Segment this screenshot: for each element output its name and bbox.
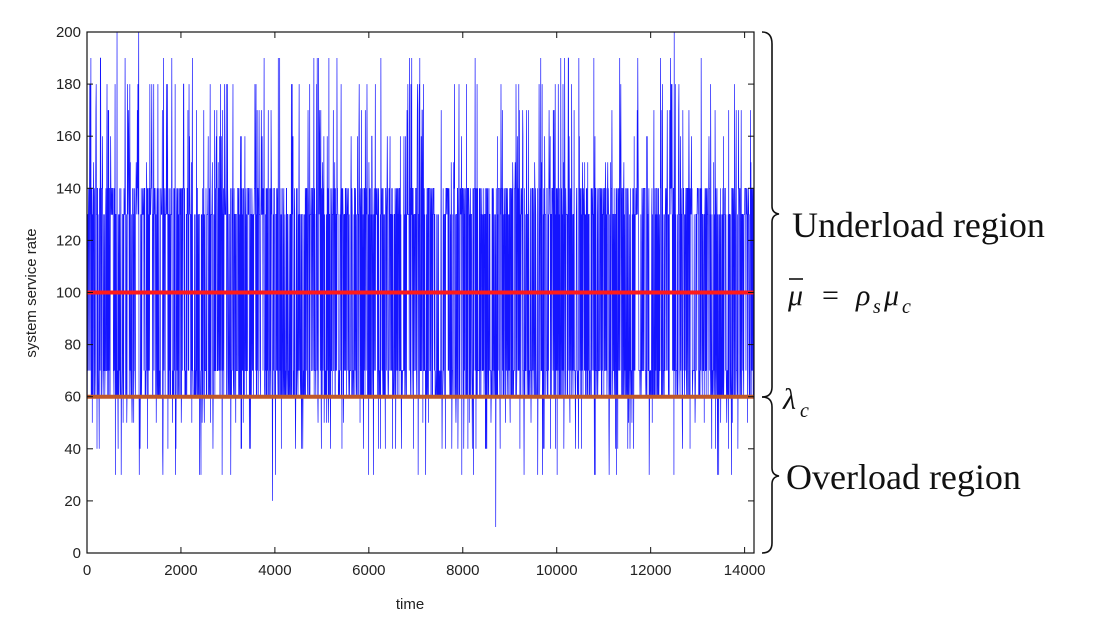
rho-subscript: s	[873, 296, 881, 318]
series-service-rate	[86, 31, 754, 527]
x-tick-label-5: 10000	[536, 562, 578, 579]
mu-c-subscript: c	[902, 296, 911, 318]
y-tick-label-8: 160	[56, 128, 81, 145]
underload-brace	[761, 31, 780, 398]
x-tick-label-3: 6000	[352, 562, 385, 579]
mu-symbol: μ	[787, 279, 803, 312]
y-tick-label-5: 100	[56, 285, 81, 302]
equals-sign: =	[822, 279, 839, 312]
y-tick-label-1: 20	[64, 493, 81, 510]
x-tick-label-1: 2000	[164, 562, 197, 579]
x-axis: 0 2000 4000 6000 8000 10000 12000 14000	[83, 32, 766, 579]
annotations: Underload region Overload region μ = ρ s…	[761, 31, 1045, 554]
x-axis-label: time	[396, 596, 424, 613]
underload-region-label: Underload region	[792, 205, 1045, 245]
y-tick-label-9: 180	[56, 76, 81, 93]
x-tick-label-6: 12000	[630, 562, 672, 579]
y-axis: 0 20 40 60 80 100 120 140 160 180 200	[56, 24, 754, 562]
y-tick-label-0: 0	[73, 545, 81, 562]
y-tick-label-2: 40	[64, 441, 81, 458]
y-tick-label-10: 200	[56, 24, 81, 41]
x-tick-label-0: 0	[83, 562, 91, 579]
y-tick-label-3: 60	[64, 389, 81, 406]
y-axis-label: system service rate	[23, 228, 40, 357]
arrival-rate-label: λ c	[782, 383, 809, 422]
rho-symbol: ρ	[855, 279, 870, 312]
y-tick-label-7: 140	[56, 180, 81, 197]
mean-service-rate-label: μ = ρ s μ c	[787, 278, 911, 318]
overload-region-label: Overload region	[786, 457, 1021, 497]
overload-brace	[761, 396, 780, 554]
x-tick-label-7: 14000	[724, 562, 766, 579]
x-tick-label-4: 8000	[446, 562, 479, 579]
y-tick-label-6: 120	[56, 232, 81, 249]
lambda-subscript: c	[800, 400, 809, 422]
mu-c-symbol: μ	[883, 279, 899, 312]
y-tick-label-4: 80	[64, 337, 81, 354]
series-line	[86, 31, 754, 527]
lambda-symbol: λ	[782, 383, 796, 416]
reference-lines	[87, 290, 754, 399]
x-tick-label-2: 4000	[258, 562, 291, 579]
